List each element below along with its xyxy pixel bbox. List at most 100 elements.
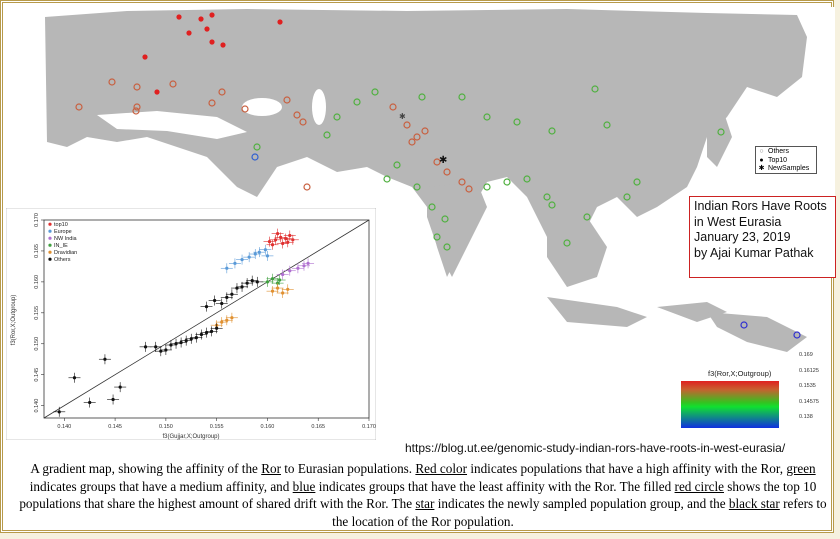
data-point-others: [245, 281, 249, 285]
map-sample-points: ✱✱: [75, 12, 801, 339]
population-marker: [408, 138, 416, 146]
population-marker: [563, 239, 571, 247]
legend-swatch: [48, 243, 52, 247]
data-point-dravidian: [281, 291, 285, 295]
data-point-others: [215, 326, 219, 330]
data-point-others: [174, 342, 178, 346]
population-marker: [413, 183, 421, 191]
x-tick-label: 0.155: [210, 424, 224, 430]
title-line-2: in West Eurasia: [694, 214, 782, 229]
population-marker: [428, 203, 436, 211]
population-marker: [253, 143, 261, 151]
data-point-others: [209, 329, 214, 333]
star-icon: ✱: [758, 165, 765, 172]
filled-circle-icon: ●: [759, 156, 764, 164]
new-guinea: [707, 312, 807, 352]
data-point-europe: [265, 254, 270, 258]
data-point-others: [240, 285, 244, 289]
data-point-dravidian: [275, 286, 280, 290]
data-point-top10: [288, 233, 292, 238]
data-point-others: [72, 376, 77, 380]
legend-label: Others: [54, 257, 71, 263]
data-point-others: [213, 298, 217, 303]
population-marker: [483, 183, 491, 191]
caption-text: to Eurasian populations.: [280, 461, 416, 476]
data-point-top10: [291, 238, 295, 242]
population-marker: [403, 121, 411, 129]
caption: A gradient map, showing the affinity of …: [13, 460, 833, 530]
population-marker: [483, 113, 491, 121]
data-point-in_ie: [265, 280, 270, 284]
legend-swatch: [48, 257, 52, 261]
data-point-top10: [286, 240, 290, 244]
top10-population-marker: [220, 42, 226, 48]
data-point-nw-india: [281, 272, 285, 277]
data-point-others: [250, 279, 254, 283]
ror-location-star-icon: ✱: [439, 155, 447, 166]
legend-item-newsamples: ✱ NewSamples: [758, 165, 814, 174]
data-point-in_ie: [278, 278, 282, 282]
population-marker: [543, 193, 551, 201]
population-marker: [633, 178, 641, 186]
population-marker: [299, 118, 307, 126]
data-point-europe: [253, 252, 257, 256]
gradient-tick: 0.14575: [799, 398, 819, 405]
data-point-top10: [270, 243, 275, 247]
scatter-xlabel: f3(Gujjar,X;Outgroup): [162, 434, 219, 440]
data-point-europe: [257, 250, 261, 254]
population-marker: [717, 128, 725, 136]
top10-population-marker: [142, 54, 148, 60]
caption-text: indicates populations that have a high a…: [467, 461, 787, 476]
title-date: January 23, 2019: [694, 230, 791, 244]
population-marker: [333, 113, 341, 121]
japan: [707, 107, 732, 167]
population-marker: [433, 158, 441, 166]
data-point-others: [189, 337, 193, 341]
eurasia-landmass: [45, 9, 807, 277]
data-point-dravidian: [225, 318, 229, 322]
population-marker: [303, 183, 311, 191]
gradient-title: f3(Ror,X;Outgroup): [708, 369, 772, 378]
data-point-nw-india: [296, 266, 300, 270]
population-marker: [548, 201, 556, 209]
data-point-europe: [263, 248, 268, 252]
top10-population-marker: [209, 12, 215, 18]
population-marker: [371, 88, 379, 96]
top10-population-marker: [154, 89, 160, 95]
data-point-others: [159, 349, 163, 353]
legend-label: IN_IE: [54, 243, 68, 249]
scatter-points: [53, 228, 315, 417]
legend-label: NewSamples: [768, 165, 810, 172]
data-point-top10: [284, 236, 288, 241]
population-marker: [441, 215, 449, 223]
data-point-dravidian: [286, 287, 290, 291]
gradient-ticks: 0.169 0.16125 0.1535 0.14575 0.138: [799, 352, 819, 430]
caption-text: indicates groups that have the least aff…: [315, 478, 675, 494]
x-tick-label: 0.140: [57, 424, 71, 430]
black-sea: [242, 98, 282, 116]
legend-label: top10: [54, 222, 68, 228]
y-tick-label: 0.140: [34, 399, 40, 413]
population-marker: [603, 121, 611, 129]
top10-population-marker: [204, 26, 210, 32]
data-point-others: [184, 339, 188, 343]
title-line-1: Indian Rors Have Roots: [694, 199, 827, 213]
data-point-others: [169, 343, 173, 347]
title-box: Indian Rors Have Roots in West Eurasia J…: [689, 196, 836, 278]
population-marker: [293, 111, 301, 119]
y-tick-label: 0.165: [34, 244, 40, 258]
population-marker: [433, 233, 441, 241]
gradient-tick: 0.16125: [799, 367, 819, 374]
x-tick-label: 0.165: [311, 424, 325, 430]
population-marker: [241, 105, 249, 113]
map-legend: ○ Others ● Top10 ✱ NewSamples: [755, 146, 817, 174]
population-marker: [218, 88, 226, 96]
population-marker: [458, 93, 466, 101]
gradient-bar: [681, 381, 779, 428]
legend-item-others: ○ Others: [758, 148, 814, 157]
caption-text: shows the top 10 populations that share …: [19, 478, 817, 512]
new-sample-star-icon: ✱: [399, 112, 406, 121]
data-point-dravidian: [220, 320, 224, 324]
